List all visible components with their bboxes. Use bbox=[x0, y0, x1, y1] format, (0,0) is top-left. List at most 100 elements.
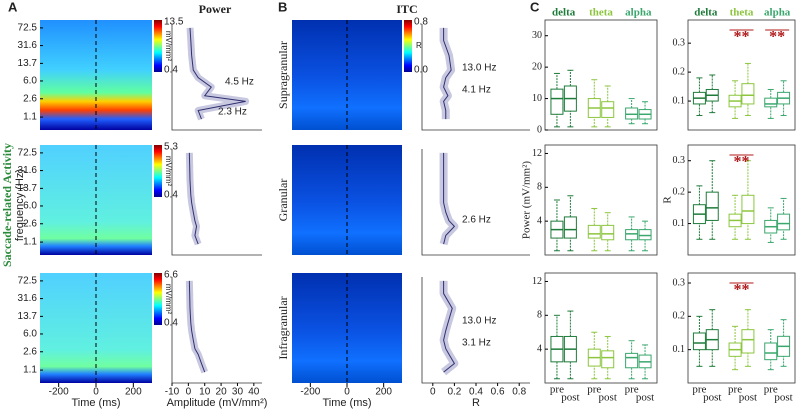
box bbox=[741, 329, 755, 354]
x-tick-label: pre bbox=[587, 384, 601, 396]
y-tick-label: 20 bbox=[532, 61, 542, 72]
x-tick-label: post bbox=[599, 392, 617, 404]
box bbox=[550, 88, 564, 115]
y-tick-label: 31.6 bbox=[18, 165, 38, 176]
y-tick-label: 0.3 bbox=[673, 277, 686, 288]
profile-band bbox=[185, 152, 202, 246]
profile-line bbox=[443, 280, 456, 373]
sig-label: ** bbox=[734, 282, 750, 299]
plot-frame bbox=[687, 272, 796, 384]
box bbox=[625, 229, 639, 241]
panel-letter: B bbox=[278, 0, 287, 14]
plot-frame bbox=[544, 144, 658, 256]
x-tick-label: post bbox=[703, 392, 721, 404]
y-tick-label: 6.0 bbox=[23, 76, 37, 87]
box bbox=[601, 101, 615, 118]
sig-label: ** bbox=[769, 29, 785, 46]
panel-letter: A bbox=[8, 0, 18, 14]
annotation: 2.6 Hz bbox=[462, 215, 491, 226]
box bbox=[601, 224, 615, 241]
x-tick-label: 0 bbox=[344, 387, 350, 398]
y-tick-label: 4 bbox=[537, 215, 542, 226]
axis-label: Time (ms) bbox=[71, 397, 120, 409]
y-tick-label: 31.6 bbox=[18, 293, 38, 304]
box bbox=[764, 342, 778, 361]
box bbox=[601, 350, 615, 369]
axis bbox=[421, 277, 530, 384]
band-header: alpha bbox=[764, 7, 791, 19]
x-tick-label: 200 bbox=[125, 387, 142, 398]
y-tick-label: 0 bbox=[537, 124, 542, 135]
colorbar-label: 6.6 bbox=[164, 270, 178, 281]
x-tick-label: pre bbox=[625, 384, 639, 396]
x-tick-label: 0 bbox=[186, 387, 192, 398]
box bbox=[692, 332, 706, 351]
layer-label: Supragranular bbox=[276, 41, 290, 109]
colorbar-unit: mV/mm² bbox=[164, 284, 173, 315]
axis-label: Time (ms) bbox=[322, 397, 371, 409]
panel-title: Power bbox=[199, 2, 232, 16]
colorbar-label: 0.4 bbox=[164, 190, 178, 201]
x-tick-label: -200 bbox=[300, 387, 320, 398]
y-tick-label: 0.2 bbox=[673, 311, 686, 322]
y-tick-label: 2.6 bbox=[23, 93, 37, 104]
profile-band bbox=[186, 27, 250, 121]
box bbox=[741, 83, 755, 105]
axis bbox=[171, 149, 262, 256]
annotation: 13.0 Hz bbox=[462, 63, 496, 74]
y-tick-label: 0.2 bbox=[673, 66, 686, 77]
colorbar-unit: R bbox=[416, 41, 422, 50]
x-tick-label: 200 bbox=[375, 387, 392, 398]
profile-band bbox=[439, 280, 459, 376]
band-header: delta bbox=[694, 7, 718, 19]
profile-line bbox=[189, 27, 246, 120]
box bbox=[741, 194, 755, 225]
x-tick-label: 40 bbox=[248, 387, 260, 398]
y-tick-label: 1.1 bbox=[23, 237, 37, 248]
y-tick-label: 0.1 bbox=[673, 344, 686, 355]
x-tick-label: pre bbox=[550, 384, 564, 396]
x-tick-label: 20 bbox=[216, 387, 228, 398]
colorbar-unit: mV/mm² bbox=[164, 31, 173, 62]
plot-frame bbox=[687, 144, 796, 256]
y-tick-label: 72.5 bbox=[18, 23, 38, 34]
y-tick-label: 10 bbox=[532, 93, 542, 104]
x-tick-label: post bbox=[561, 392, 579, 404]
box bbox=[638, 229, 652, 241]
y-tick-label: 8 bbox=[537, 182, 542, 193]
y-tick-label: 0.1 bbox=[673, 218, 686, 229]
box bbox=[764, 97, 778, 108]
x-tick-label: 0.6 bbox=[491, 387, 505, 398]
x-tick-label: 0.4 bbox=[469, 387, 483, 398]
colorbar-label: 13.5 bbox=[164, 17, 184, 28]
y-tick-label: 72.5 bbox=[18, 276, 38, 287]
plot-frame bbox=[544, 272, 658, 384]
colorbar-label: 0.4 bbox=[164, 318, 178, 329]
y-tick-label: 31.6 bbox=[18, 40, 38, 51]
x-tick-label: pre bbox=[764, 384, 778, 396]
plot-frame bbox=[687, 19, 796, 131]
x-tick-label: 0.8 bbox=[512, 387, 526, 398]
plot-frame bbox=[544, 19, 658, 131]
sig-label: ** bbox=[734, 29, 750, 46]
x-tick-label: 0.2 bbox=[447, 387, 461, 398]
x-tick-label: 10 bbox=[199, 387, 211, 398]
colorbar bbox=[404, 20, 412, 72]
y-tick-label: 2.6 bbox=[23, 346, 37, 357]
panel-letter: C bbox=[530, 0, 540, 14]
box bbox=[625, 352, 639, 369]
box bbox=[705, 191, 719, 221]
colorbar bbox=[154, 20, 162, 72]
profile-band bbox=[439, 152, 459, 246]
layer-label: Granular bbox=[276, 179, 290, 222]
annotation: 2.3 Hz bbox=[218, 107, 247, 118]
colorbar bbox=[154, 145, 162, 197]
axis-label: Amplitude (mV/mm²) bbox=[167, 397, 268, 409]
y-tick-label: 0.3 bbox=[673, 37, 686, 48]
annotation: 3.1 Hz bbox=[462, 338, 491, 349]
band-header: theta bbox=[730, 7, 754, 19]
profile-line bbox=[443, 27, 452, 120]
y-tick-label: 0.1 bbox=[673, 95, 686, 106]
axis-label: R bbox=[662, 196, 674, 204]
y-tick-label: 13.7 bbox=[18, 183, 38, 194]
